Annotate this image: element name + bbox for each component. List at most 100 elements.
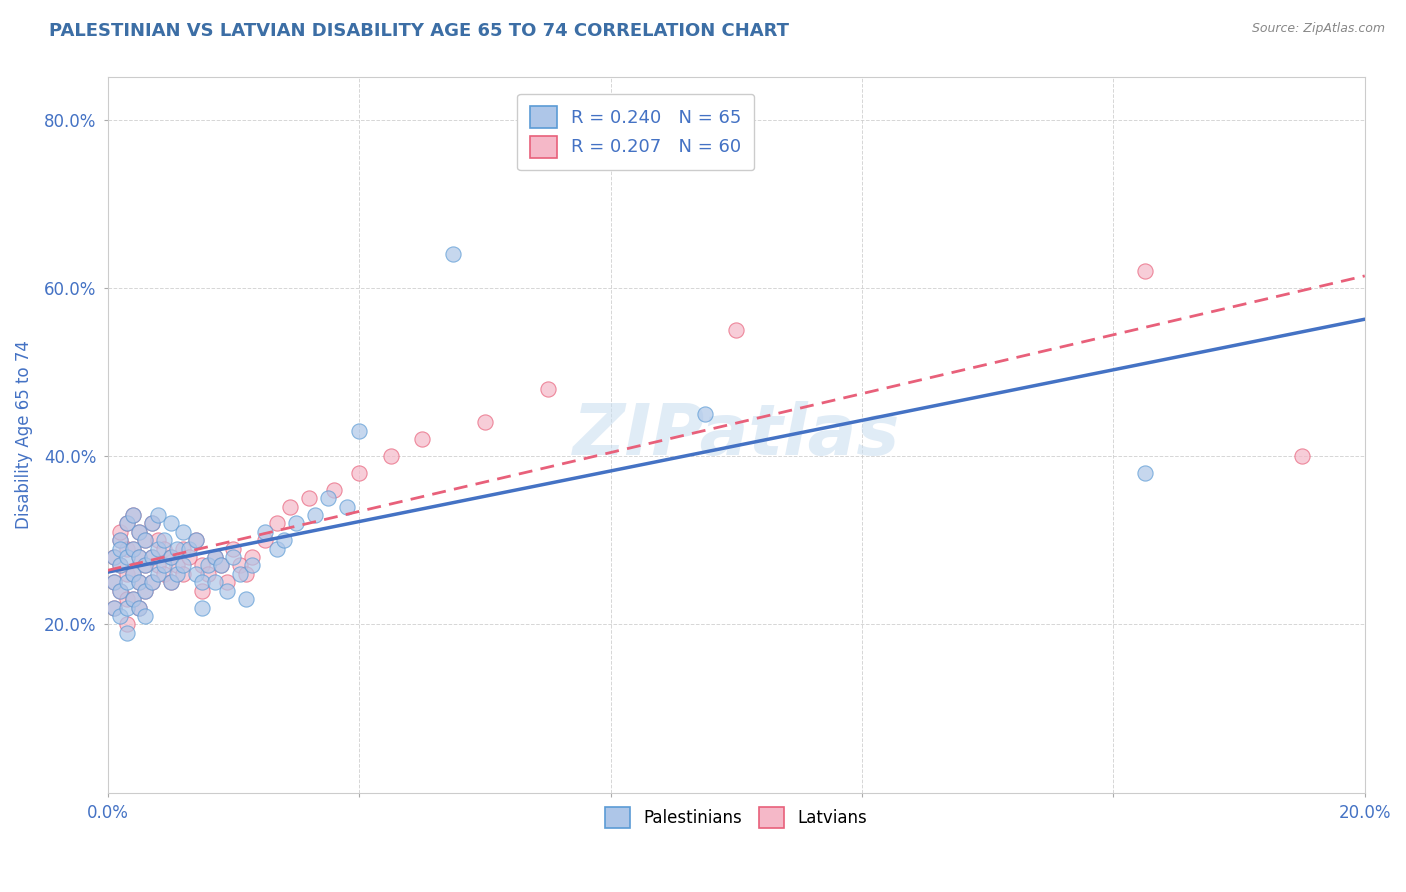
Point (146, 541, 169, 556)
Point (1133, 466, 1156, 480)
Point (1133, 264, 1156, 278)
Point (121, 508, 143, 522)
Point (537, 382, 560, 396)
Point (166, 558, 188, 573)
Point (159, 550, 181, 565)
Point (103, 550, 125, 565)
Point (115, 600, 138, 615)
Text: ZIPatlas: ZIPatlas (572, 401, 900, 469)
Point (323, 483, 346, 497)
Point (184, 533, 207, 548)
Point (141, 516, 163, 531)
Point (197, 558, 219, 573)
Point (172, 541, 194, 556)
Point (110, 583, 132, 598)
Point (121, 508, 143, 522)
Point (159, 550, 181, 565)
Point (204, 550, 226, 565)
Point (191, 558, 214, 573)
Point (141, 575, 163, 590)
Point (121, 592, 143, 607)
Point (304, 508, 326, 522)
Point (153, 533, 176, 548)
Point (141, 516, 163, 531)
Point (134, 583, 156, 598)
Text: Source: ZipAtlas.com: Source: ZipAtlas.com (1251, 22, 1385, 36)
Point (128, 550, 150, 565)
Point (166, 541, 188, 556)
Point (103, 575, 125, 590)
Point (411, 432, 433, 446)
Point (103, 575, 125, 590)
Point (115, 575, 138, 590)
Point (179, 550, 201, 565)
Point (121, 541, 143, 556)
Point (134, 609, 156, 624)
Point (115, 516, 138, 531)
Point (191, 575, 214, 590)
Point (146, 533, 169, 548)
Point (121, 566, 143, 581)
Point (141, 550, 163, 565)
Point (184, 566, 207, 581)
Point (347, 466, 370, 480)
Point (179, 541, 201, 556)
Point (240, 550, 263, 565)
Point (128, 600, 150, 615)
Point (347, 424, 370, 438)
Point (235, 566, 257, 581)
Point (146, 508, 169, 522)
Point (110, 524, 132, 539)
Point (184, 533, 207, 548)
Point (110, 583, 132, 598)
Point (474, 416, 496, 430)
Point (141, 550, 163, 565)
Point (159, 575, 181, 590)
Point (222, 550, 245, 565)
Point (204, 575, 226, 590)
Point (115, 516, 138, 531)
Point (253, 524, 276, 539)
Point (115, 566, 138, 581)
Point (128, 575, 150, 590)
Point (110, 533, 132, 548)
Point (128, 550, 150, 565)
Point (153, 541, 176, 556)
Point (146, 558, 169, 573)
Point (153, 558, 176, 573)
Point (166, 566, 188, 581)
Point (725, 323, 748, 337)
Point (240, 558, 263, 573)
Point (266, 516, 288, 531)
Point (266, 541, 288, 556)
Point (191, 600, 214, 615)
Point (191, 583, 214, 598)
Point (115, 592, 138, 607)
Point (222, 541, 245, 556)
Point (110, 558, 132, 573)
Point (128, 600, 150, 615)
Y-axis label: Disability Age 65 to 74: Disability Age 65 to 74 (15, 341, 32, 530)
Point (134, 558, 156, 573)
Point (1291, 449, 1313, 463)
Point (153, 566, 176, 581)
Point (172, 524, 194, 539)
Point (134, 558, 156, 573)
Point (134, 583, 156, 598)
Point (209, 558, 232, 573)
Point (693, 407, 716, 421)
Point (110, 558, 132, 573)
Text: PALESTINIAN VS LATVIAN DISABILITY AGE 65 TO 74 CORRELATION CHART: PALESTINIAN VS LATVIAN DISABILITY AGE 65… (49, 22, 789, 40)
Point (115, 625, 138, 640)
Point (103, 600, 125, 615)
Point (110, 541, 132, 556)
Point (141, 575, 163, 590)
Point (217, 583, 239, 598)
Point (121, 592, 143, 607)
Point (441, 247, 464, 261)
Point (204, 550, 226, 565)
Point (273, 533, 295, 548)
Point (110, 609, 132, 624)
Point (134, 533, 156, 548)
Point (121, 541, 143, 556)
